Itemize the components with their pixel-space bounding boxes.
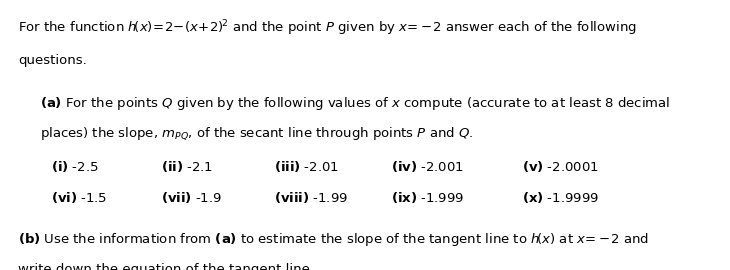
Text: $\mathbf{(ii)}$ -2.1: $\mathbf{(ii)}$ -2.1 [161,159,212,174]
Text: For the function $h\!\left(x\right)\!=\!2\!-\!\left(x\!+\!2\right)^{\!2}$ and th: For the function $h\!\left(x\right)\!=\!… [18,19,637,39]
Text: $\mathbf{(a)}$ For the points $Q$ given by the following values of $x$ compute (: $\mathbf{(a)}$ For the points $Q$ given … [40,94,671,112]
Text: write down the equation of the tangent line.: write down the equation of the tangent l… [18,263,314,270]
Text: $\mathbf{(vi)}$ -1.5: $\mathbf{(vi)}$ -1.5 [51,190,107,205]
Text: questions.: questions. [18,54,87,67]
Text: $\mathbf{(v)}$ -2.0001: $\mathbf{(v)}$ -2.0001 [522,159,599,174]
Text: places) the slope, $m_{PQ}$, of the secant line through points $P$ and $Q$.: places) the slope, $m_{PQ}$, of the seca… [40,126,474,142]
Text: $\mathbf{(x)}$ -1.9999: $\mathbf{(x)}$ -1.9999 [522,190,599,205]
Text: $\mathbf{(viii)}$ -1.99: $\mathbf{(viii)}$ -1.99 [274,190,347,205]
Text: $\mathbf{(vii)}$ -1.9: $\mathbf{(vii)}$ -1.9 [161,190,222,205]
Text: $\mathbf{(ix)}$ -1.999: $\mathbf{(ix)}$ -1.999 [391,190,464,205]
Text: $\mathbf{(iv)}$ -2.001: $\mathbf{(iv)}$ -2.001 [391,159,464,174]
Text: $\mathbf{(i)}$ -2.5: $\mathbf{(i)}$ -2.5 [51,159,99,174]
Text: $\mathbf{(b)}$ Use the information from $\mathbf{(a)}$ to estimate the slope of : $\mathbf{(b)}$ Use the information from … [18,231,649,248]
Text: $\mathbf{(iii)}$ -2.01: $\mathbf{(iii)}$ -2.01 [274,159,339,174]
